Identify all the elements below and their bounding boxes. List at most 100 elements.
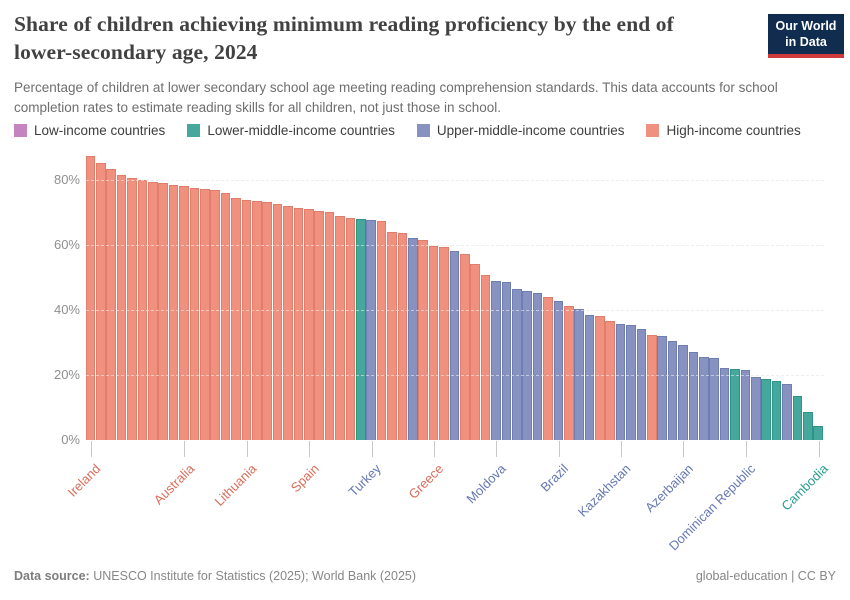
bar-2[interactable]: [96, 162, 106, 440]
bar-30[interactable]: [387, 232, 397, 440]
bar-18[interactable]: [262, 202, 273, 440]
chart-title: Share of children achieving minimum read…: [14, 12, 674, 65]
bar-66[interactable]: [761, 379, 772, 440]
x-axis-label-lithuania: Lithuania: [211, 461, 260, 509]
bar-azerbaijan[interactable]: [678, 345, 688, 440]
data-source: Data source: UNESCO Institute for Statis…: [14, 569, 416, 583]
gridline-overlay-20: [85, 375, 824, 377]
bar-45[interactable]: [543, 297, 553, 440]
legend-swatch-low: [14, 124, 27, 137]
legend-item-low-income-countries: Low-income countries: [14, 123, 165, 138]
y-axis-label-80: 80%: [53, 172, 80, 188]
bar-24[interactable]: [324, 212, 335, 440]
bar-56[interactable]: [657, 335, 668, 440]
chart-subtitle: Percentage of children at lower secondar…: [14, 80, 778, 115]
bar-brazil[interactable]: [553, 301, 564, 440]
bar-39[interactable]: [480, 274, 491, 440]
bar-4[interactable]: [116, 174, 127, 440]
y-axis-label-40: 40%: [53, 302, 80, 318]
bar-60[interactable]: [699, 356, 709, 440]
bar-35[interactable]: [439, 246, 449, 440]
bar-55[interactable]: [647, 334, 657, 440]
x-axis-label-turkey: Turkey: [345, 461, 385, 500]
gridline-overlay-80: [85, 180, 824, 182]
bar-65[interactable]: [751, 377, 761, 440]
bar-33[interactable]: [418, 240, 428, 440]
bar-70[interactable]: [803, 412, 813, 440]
bar-cambodia[interactable]: [813, 426, 823, 440]
bar-67[interactable]: [771, 380, 782, 440]
bar-49[interactable]: [584, 314, 595, 440]
bar-29[interactable]: [376, 221, 387, 440]
bar-20[interactable]: [283, 206, 293, 440]
bar-15[interactable]: [231, 198, 241, 440]
bar-kazakhstan[interactable]: [615, 323, 626, 440]
legend-swatch-upper-middle: [416, 124, 430, 137]
bar-australia[interactable]: [179, 186, 189, 440]
bar-19[interactable]: [272, 204, 283, 440]
bar-32[interactable]: [407, 237, 418, 440]
bar-54[interactable]: [636, 329, 647, 440]
bar-13[interactable]: [210, 189, 221, 440]
bar-dominican-republic[interactable]: [740, 370, 751, 440]
bar-36[interactable]: [449, 251, 460, 440]
gridline-overlay-60: [85, 245, 824, 247]
owid-logo-line2: in Data: [785, 35, 827, 49]
x-axis-label-spain: Spain: [287, 461, 322, 496]
bar-47[interactable]: [563, 306, 574, 440]
bar-31[interactable]: [397, 233, 408, 440]
y-axis-label-20: 20%: [53, 367, 80, 383]
bar-57[interactable]: [667, 341, 678, 440]
bar-53[interactable]: [626, 325, 636, 440]
license-link[interactable]: CC BY: [797, 569, 836, 583]
bar-ireland[interactable]: [85, 156, 96, 440]
bar-spain[interactable]: [304, 208, 314, 440]
bar-37[interactable]: [459, 254, 470, 440]
bar-41[interactable]: [501, 282, 512, 440]
x-axis-label-cambodia: Cambodia: [778, 461, 832, 514]
bar-44[interactable]: [532, 292, 543, 440]
bar-27[interactable]: [355, 218, 366, 440]
y-axis-label-0: 0%: [61, 432, 80, 447]
owid-logo-line1: Our World: [775, 18, 837, 33]
gridline-overlay-40: [85, 310, 824, 312]
data-source-label: Data source:: [14, 569, 90, 583]
owid-logo-text: Our World in Data: [768, 14, 844, 54]
bar-50[interactable]: [595, 316, 605, 440]
bar-5[interactable]: [127, 178, 137, 440]
x-axis-label-australia: Australia: [150, 461, 198, 508]
bar-48[interactable]: [574, 308, 584, 440]
bar-63[interactable]: [730, 369, 740, 440]
x-tick-turkey: [371, 441, 373, 457]
bar-moldova[interactable]: [491, 281, 501, 440]
bar-62[interactable]: [719, 367, 730, 440]
bar-68[interactable]: [782, 383, 792, 440]
bar-23[interactable]: [314, 210, 324, 440]
bar-11[interactable]: [189, 187, 200, 440]
bar-8[interactable]: [158, 183, 169, 440]
bar-26[interactable]: [345, 217, 356, 440]
bar-9[interactable]: [168, 184, 179, 440]
x-tick-moldova: [496, 441, 498, 457]
bar-69[interactable]: [792, 395, 803, 440]
bar-3[interactable]: [106, 168, 117, 440]
bar-61[interactable]: [709, 358, 720, 440]
owid-logo[interactable]: Our World in Data: [768, 14, 844, 58]
bar-43[interactable]: [522, 291, 532, 440]
bar-51[interactable]: [605, 320, 616, 440]
bar-turkey[interactable]: [366, 219, 376, 440]
bar-38[interactable]: [470, 264, 480, 440]
bar-12[interactable]: [200, 188, 210, 440]
bar-25[interactable]: [335, 215, 345, 440]
bar-14[interactable]: [220, 192, 231, 440]
bar-59[interactable]: [688, 352, 699, 440]
x-axis-label-brazil: Brazil: [537, 461, 572, 495]
bar-greece[interactable]: [428, 245, 439, 440]
bar-17[interactable]: [252, 200, 262, 440]
bar-42[interactable]: [511, 288, 522, 440]
bar-21[interactable]: [293, 207, 304, 440]
legend-swatch-lower-middle: [187, 124, 201, 137]
x-tick-azerbaijan: [683, 441, 685, 457]
legend: Low-income countries Lower-middle-income …: [14, 123, 801, 138]
bar-lithuania[interactable]: [241, 199, 252, 440]
